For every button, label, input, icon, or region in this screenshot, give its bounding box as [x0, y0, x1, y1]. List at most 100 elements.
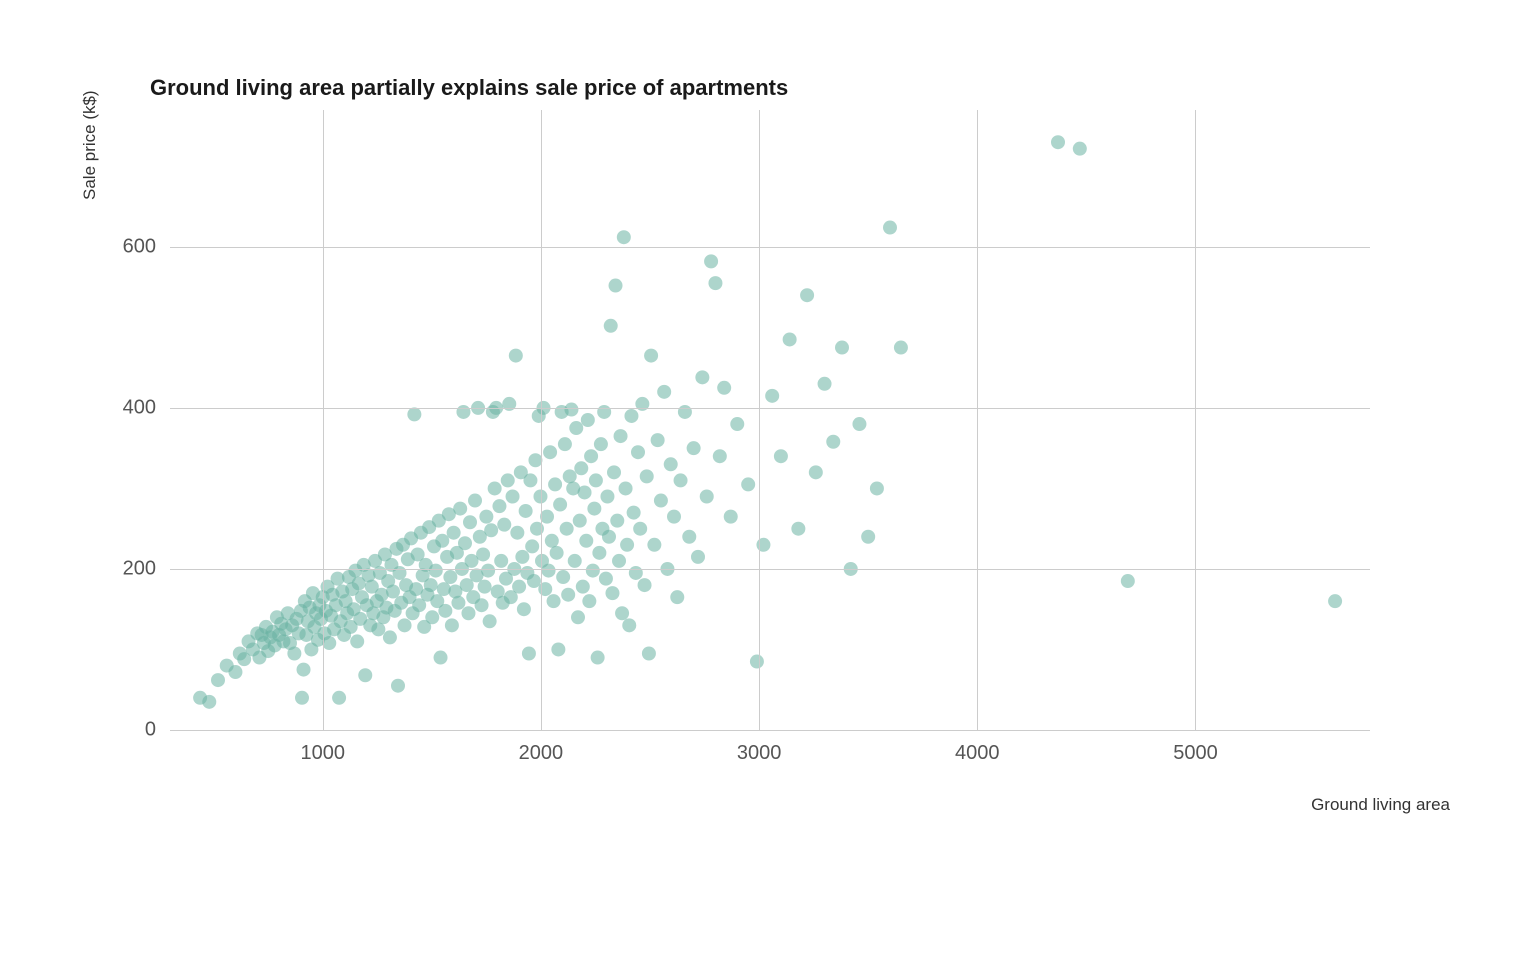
- data-point: [434, 651, 448, 665]
- data-point: [429, 564, 443, 578]
- data-point: [582, 594, 596, 608]
- data-point: [620, 538, 634, 552]
- data-point: [483, 614, 497, 628]
- data-point: [700, 489, 714, 503]
- data-point: [607, 465, 621, 479]
- data-point: [371, 622, 385, 636]
- data-point: [519, 504, 533, 518]
- data-point: [425, 610, 439, 624]
- data-point: [542, 564, 556, 578]
- data-point: [591, 651, 605, 665]
- x-axis-label: Ground living area: [1311, 795, 1450, 815]
- data-point: [894, 341, 908, 355]
- data-point: [476, 547, 490, 561]
- data-point: [584, 449, 598, 463]
- data-point: [1073, 142, 1087, 156]
- data-point: [674, 473, 688, 487]
- y-gridline: [170, 247, 1370, 248]
- data-point: [594, 437, 608, 451]
- chart-title: Ground living area partially explains sa…: [150, 75, 788, 101]
- data-point: [484, 523, 498, 537]
- data-point: [438, 604, 452, 618]
- data-point: [651, 433, 665, 447]
- data-point: [619, 481, 633, 495]
- data-point: [622, 618, 636, 632]
- data-point: [818, 377, 832, 391]
- x-gridline: [977, 110, 978, 730]
- data-point: [783, 332, 797, 346]
- data-point: [517, 602, 531, 616]
- data-point: [202, 695, 216, 709]
- data-point: [586, 564, 600, 578]
- x-gridline: [1195, 110, 1196, 730]
- y-tick-label: 200: [123, 557, 156, 580]
- data-point: [609, 279, 623, 293]
- data-point: [506, 489, 520, 503]
- data-point: [610, 514, 624, 528]
- data-point: [657, 385, 671, 399]
- data-point: [295, 691, 309, 705]
- x-tick-label: 1000: [300, 742, 345, 765]
- data-point: [478, 580, 492, 594]
- data-point: [350, 634, 364, 648]
- data-point: [691, 550, 705, 564]
- data-point: [468, 494, 482, 508]
- x-gridline: [759, 110, 760, 730]
- data-point: [383, 630, 397, 644]
- data-point: [708, 276, 722, 290]
- data-point: [437, 582, 451, 596]
- data-point: [515, 550, 529, 564]
- data-point: [443, 570, 457, 584]
- scatter-plot-area: 100020003000400050000200400600: [170, 110, 1370, 730]
- data-point: [861, 530, 875, 544]
- data-point: [458, 536, 472, 550]
- data-point: [687, 441, 701, 455]
- x-tick-label: 4000: [955, 742, 1000, 765]
- y-gridline: [170, 730, 1370, 731]
- data-point: [664, 457, 678, 471]
- data-point: [612, 554, 626, 568]
- data-point: [525, 539, 539, 553]
- data-point: [453, 502, 467, 516]
- data-point: [558, 437, 572, 451]
- data-point: [481, 564, 495, 578]
- data-point: [553, 498, 567, 512]
- y-tick-label: 0: [145, 719, 156, 742]
- data-point: [654, 494, 668, 508]
- x-tick-label: 3000: [737, 742, 782, 765]
- data-point: [615, 606, 629, 620]
- data-point: [713, 449, 727, 463]
- data-point: [543, 445, 557, 459]
- data-point: [717, 381, 731, 395]
- data-point: [724, 510, 738, 524]
- data-point: [633, 522, 647, 536]
- data-point: [391, 679, 405, 693]
- data-point: [488, 481, 502, 495]
- data-point: [560, 522, 574, 536]
- data-point: [774, 449, 788, 463]
- y-tick-label: 400: [123, 396, 156, 419]
- data-point: [809, 465, 823, 479]
- data-point: [447, 526, 461, 540]
- data-point: [587, 502, 601, 516]
- data-point: [540, 510, 554, 524]
- data-point: [579, 534, 593, 548]
- data-point: [445, 618, 459, 632]
- data-point: [835, 341, 849, 355]
- data-point: [592, 546, 606, 560]
- data-point: [407, 407, 421, 421]
- data-point: [602, 530, 616, 544]
- data-point: [564, 403, 578, 417]
- data-point: [523, 473, 537, 487]
- data-point: [556, 570, 570, 584]
- data-point: [604, 319, 618, 333]
- data-point: [563, 469, 577, 483]
- data-point: [852, 417, 866, 431]
- data-point: [463, 515, 477, 529]
- data-point: [599, 572, 613, 586]
- data-point: [501, 473, 515, 487]
- data-point: [522, 647, 536, 661]
- data-point: [704, 254, 718, 268]
- data-point: [510, 526, 524, 540]
- data-point: [581, 413, 595, 427]
